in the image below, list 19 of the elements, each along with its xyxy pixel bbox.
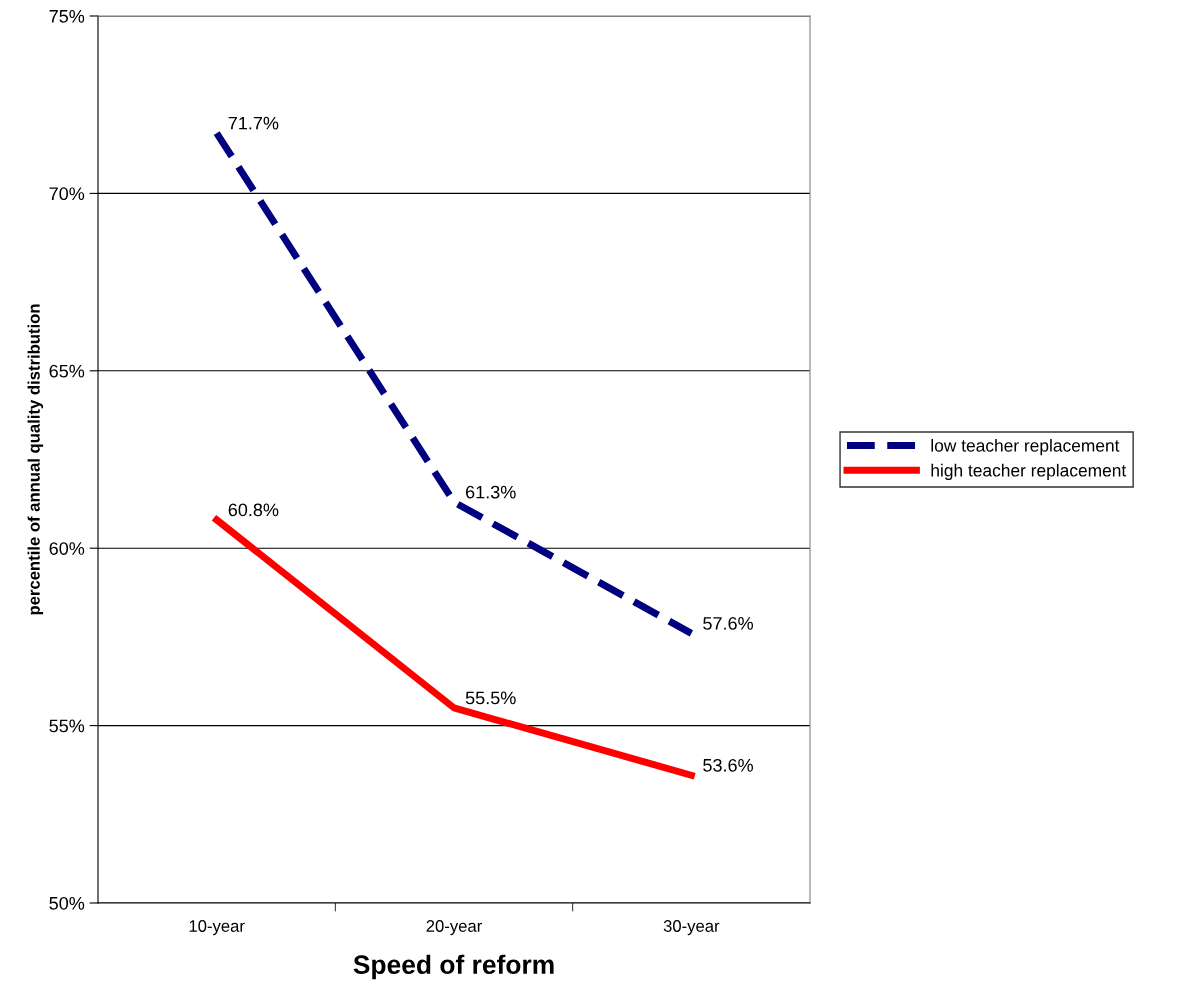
y-tick-label: 75% bbox=[49, 10, 85, 23]
y-tick-label: 65% bbox=[49, 364, 85, 378]
x-tick-label: 30-year bbox=[663, 920, 720, 936]
data-label: 71.7% bbox=[228, 116, 279, 130]
data-label: 60.8% bbox=[228, 503, 279, 517]
y-tick-label: 55% bbox=[49, 719, 85, 733]
y-axis-title: percentile of annual quality distribution bbox=[27, 304, 44, 615]
x-tick-label: 20-year bbox=[426, 920, 482, 936]
data-label: 57.6% bbox=[703, 617, 753, 630]
y-tick-label: 70% bbox=[49, 187, 85, 201]
y-tick-label: 60% bbox=[49, 542, 85, 555]
x-axis-title: Speed of reform bbox=[353, 954, 554, 980]
data-label: 53.6% bbox=[703, 758, 753, 772]
y-tick-label: 50% bbox=[49, 896, 85, 910]
legend-label: low teacher replacement bbox=[931, 438, 1120, 456]
x-tick-label: 10-year bbox=[189, 920, 245, 936]
data-label: 55.5% bbox=[465, 691, 516, 705]
data-label: 61.3% bbox=[466, 485, 516, 499]
legend-label: high teacher replacement bbox=[931, 463, 1127, 481]
